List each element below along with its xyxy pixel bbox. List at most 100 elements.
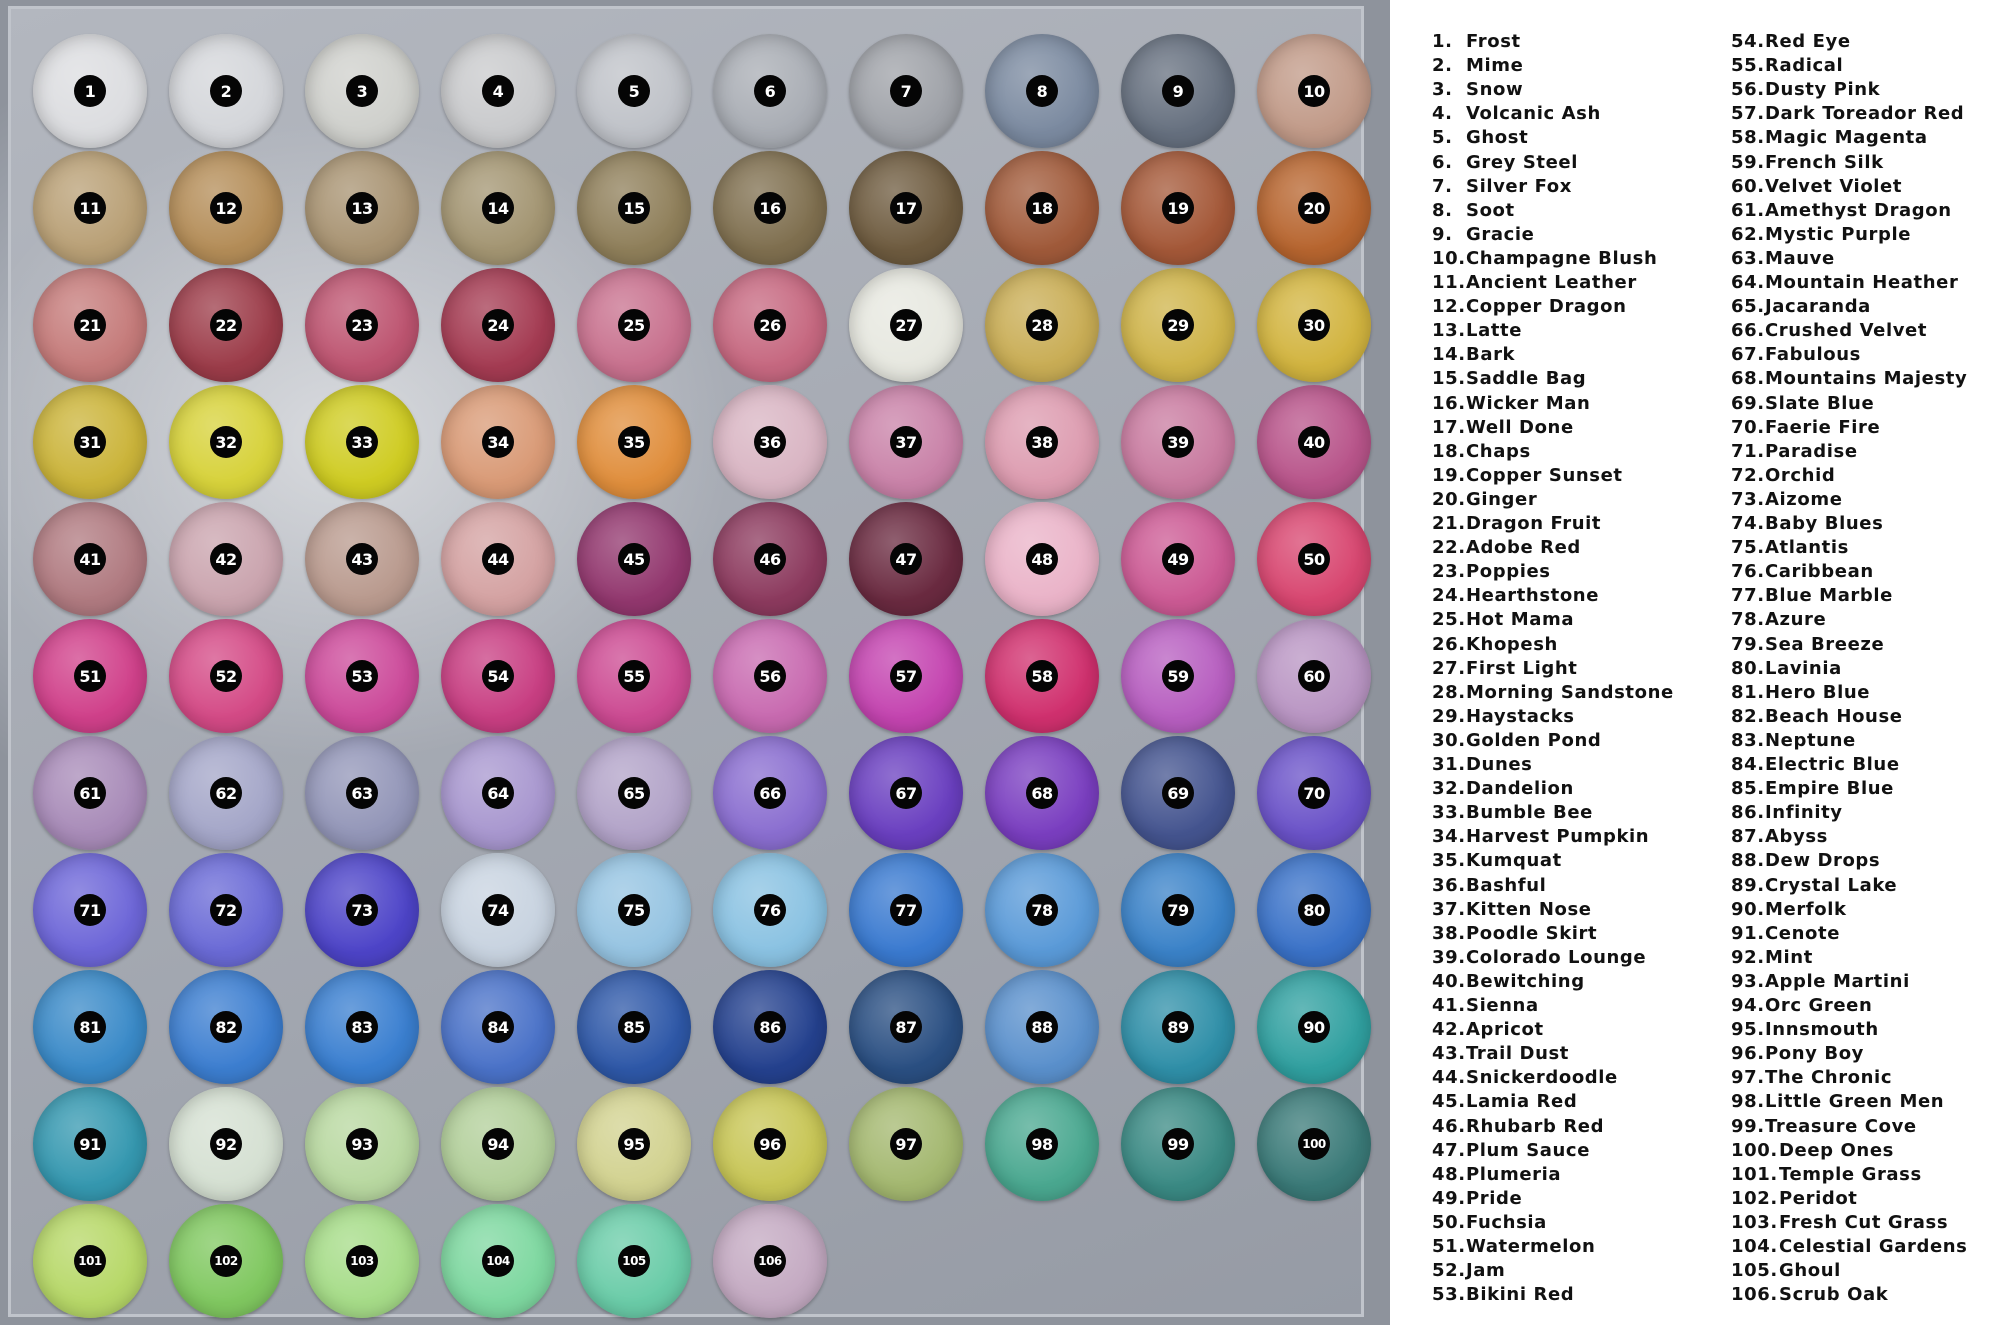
swatch-number-badge: 88 [1026,1011,1058,1043]
swatch-number-badge: 66 [754,777,786,809]
legend-number: 1. [1432,31,1453,52]
legend-name: Dew Drops [1765,850,1881,872]
legend-name: Dandelion [1466,778,1574,800]
legend-name: Cenote [1765,922,1841,944]
legend-item: 77.Blue Marble [1731,585,1893,607]
legend-name: Fuchsia [1466,1211,1547,1233]
swatch-number-badge: 76 [754,894,786,926]
color-swatch: 22 [169,268,283,382]
color-swatch: 89 [1121,970,1235,1084]
swatch-number-badge: 96 [754,1128,786,1160]
legend-name: Sea Breeze [1765,633,1885,655]
color-swatch: 58 [985,619,1099,733]
legend-number: 14. [1432,344,1466,366]
color-swatch: 68 [985,736,1099,850]
color-swatch: 14 [441,151,555,265]
legend-item: 42.Apricot [1432,1019,1544,1041]
legend-item: 4. Volcanic Ash [1432,103,1601,125]
legend-number: 90. [1731,898,1765,920]
legend-name: Jam [1466,1260,1506,1282]
legend-name: Khopesh [1466,633,1558,655]
swatch-number-badge: 62 [210,777,242,809]
color-swatch: 69 [1121,736,1235,850]
legend-name: Soot [1466,199,1515,221]
legend-name: Radical [1765,55,1844,77]
swatch-number-badge: 64 [482,777,514,809]
legend-number: 20. [1432,488,1466,510]
legend-number: 88. [1731,850,1765,872]
color-swatch: 71 [33,853,147,967]
swatch-number-badge: 102 [210,1245,242,1277]
legend-item: 52.Jam [1432,1260,1505,1282]
legend-name: Ghost [1466,127,1529,149]
legend-item: 3. Snow [1432,79,1523,101]
legend-name: Adobe Red [1466,537,1581,559]
legend-item: 61.Amethyst Dragon [1731,200,1952,222]
legend-item: 72.Orchid [1731,465,1835,487]
legend-item: 104.Celestial Gardens [1731,1236,1968,1258]
legend-name: Dunes [1466,754,1533,775]
legend-name: Gracie [1466,223,1535,245]
legend-name: Temple Grass [1779,1163,1922,1185]
legend-name: Snow [1466,79,1524,101]
color-swatch: 26 [713,268,827,382]
legend-name: Mime [1466,55,1524,77]
legend-item: 45.Lamia Red [1432,1091,1577,1113]
swatch-number-badge: 101 [74,1245,106,1277]
legend-number: 68. [1731,368,1765,390]
legend-item: 60.Velvet Violet [1731,176,1902,198]
swatch-number-badge: 47 [890,543,922,575]
legend-item: 66.Crushed Velvet [1731,320,1927,342]
swatch-number-badge: 71 [74,894,106,926]
color-swatch: 17 [849,151,963,265]
legend-number: 42. [1432,1019,1466,1041]
legend-item: 35.Kumquat [1432,850,1562,872]
swatch-number-badge: 60 [1298,660,1330,692]
legend-name: French Silk [1765,151,1884,173]
legend-name: Crystal Lake [1765,874,1898,896]
legend-name: Poppies [1466,561,1551,583]
legend-name: Rhubarb Red [1466,1115,1605,1137]
legend-name: Lamia Red [1466,1091,1578,1113]
legend-name: Electric Blue [1765,754,1900,775]
color-swatch: 75 [577,853,691,967]
swatch-number-badge: 86 [754,1011,786,1043]
legend-item: 19.Copper Sunset [1432,465,1623,487]
legend-name: Ginger [1466,488,1538,510]
legend-number: 62. [1731,223,1765,245]
legend-number: 67. [1731,344,1765,366]
swatch-number-badge: 67 [890,777,922,809]
legend-item: 36.Bashful [1432,875,1546,897]
legend-number: 61. [1731,199,1765,221]
legend-item: 38.Poodle Skirt [1432,923,1597,945]
legend-number: 37. [1432,898,1466,920]
legend-item: 2. Mime [1432,55,1523,77]
legend-item: 73.Aizome [1731,489,1843,511]
legend-name: Crushed Velvet [1765,320,1928,342]
color-swatch: 31 [33,385,147,499]
swatch-number-badge: 43 [346,543,378,575]
legend-item: 98.Little Green Men [1731,1091,1944,1113]
color-swatch: 98 [985,1087,1099,1201]
legend-number: 7. [1432,175,1453,197]
legend-item: 47.Plum Sauce [1432,1140,1590,1162]
swatch-number-badge: 26 [754,309,786,341]
swatch-number-badge: 24 [482,309,514,341]
legend-number: 81. [1731,681,1765,703]
legend-name: Beach House [1765,705,1903,727]
legend-name: Jacaranda [1765,296,1871,318]
swatch-number-badge: 9 [1162,75,1194,107]
legend-item: 50.Fuchsia [1432,1212,1547,1234]
color-swatch: 91 [33,1087,147,1201]
swatch-number-badge: 103 [346,1245,378,1277]
legend-item: 97.The Chronic [1731,1067,1892,1089]
swatch-number-badge: 19 [1162,192,1194,224]
swatch-number-badge: 21 [74,309,106,341]
legend-item: 8. Soot [1432,200,1515,222]
legend-number: 84. [1731,754,1765,775]
legend-name: Baby Blues [1765,513,1884,534]
legend-item: 71.Paradise [1731,441,1858,463]
legend-name: Bikini Red [1466,1284,1575,1306]
swatch-number-badge: 98 [1026,1128,1058,1160]
legend-number: 91. [1731,922,1765,944]
